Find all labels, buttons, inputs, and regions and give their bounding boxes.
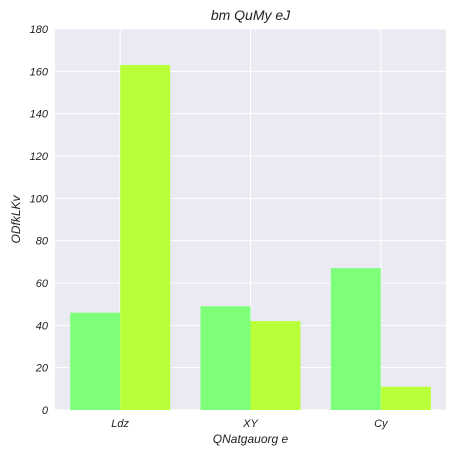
y-tick-label: 0 <box>42 405 49 417</box>
x-tick-label: Cy <box>374 418 389 430</box>
x-axis-ticks: Ldz XY Cy <box>111 418 389 430</box>
bar-XY-series-1 <box>200 306 251 410</box>
y-axis-ticks: 0 20 40 60 80 100 120 140 160 180 <box>30 24 49 417</box>
y-tick-label: 100 <box>30 193 49 205</box>
y-tick-label: 60 <box>36 278 49 290</box>
y-tick-label: 120 <box>30 151 49 163</box>
y-tick-label: 40 <box>36 320 49 332</box>
bar-XY-series-2 <box>250 321 301 410</box>
y-tick-label: 160 <box>30 66 49 78</box>
bar-Ldz-series-2 <box>120 64 171 410</box>
x-tick-label: XY <box>242 418 258 430</box>
bars <box>70 64 431 410</box>
y-axis-label: ODfkLKv <box>9 194 23 243</box>
y-tick-label: 80 <box>36 236 49 248</box>
bar-Cy-series-1 <box>330 268 381 410</box>
bar-Cy-series-2 <box>380 386 431 410</box>
y-tick-label: 140 <box>30 109 49 121</box>
y-tick-label: 180 <box>30 24 49 36</box>
y-tick-label: 20 <box>35 363 49 375</box>
x-axis-label: QNatgauorg e <box>213 432 289 446</box>
x-tick-label: Ldz <box>111 418 129 430</box>
bar-Ldz-series-1 <box>70 312 121 410</box>
chart-title: bm QuMy eJ <box>211 7 291 23</box>
